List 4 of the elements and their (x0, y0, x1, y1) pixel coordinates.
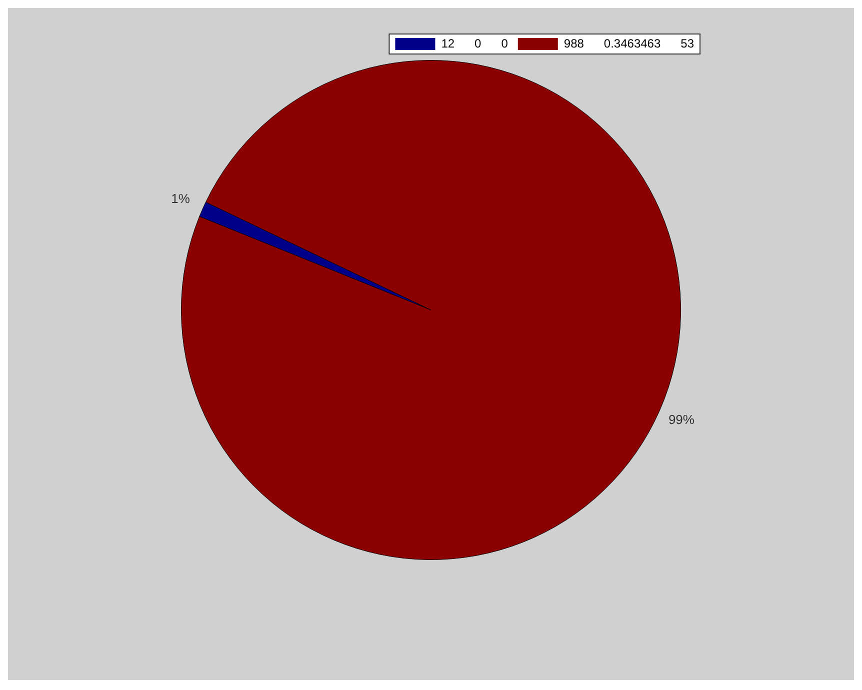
legend-label: 12 0 0 (441, 36, 508, 50)
data-label: 1% (171, 191, 190, 206)
data-label: 99% (668, 412, 695, 428)
legend-label: 988 0.3463463 53 (564, 36, 694, 50)
